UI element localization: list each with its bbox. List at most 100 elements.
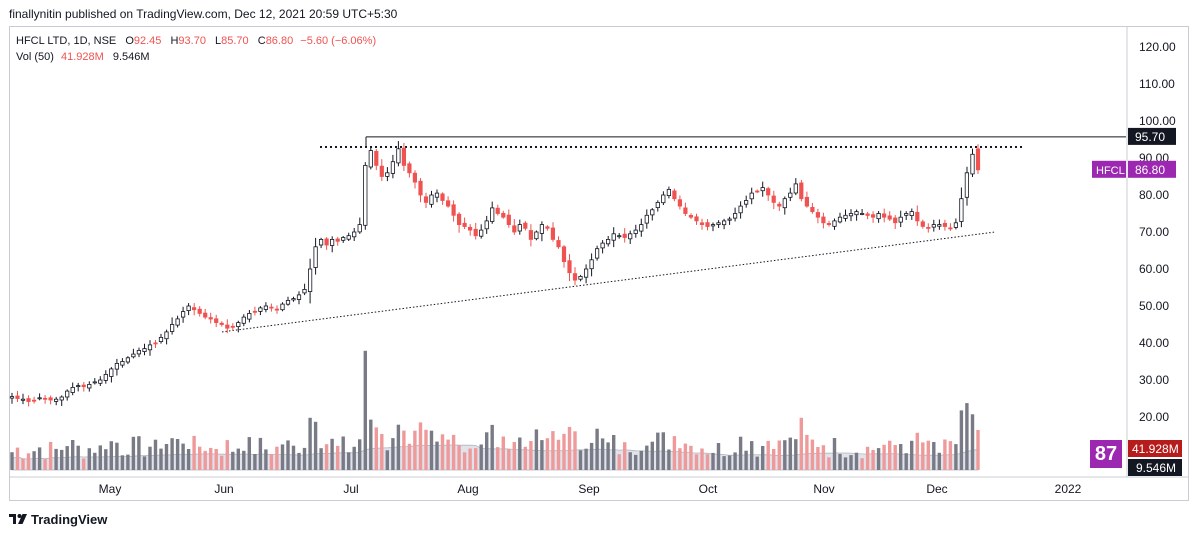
volume-bar (275, 446, 279, 470)
footer: TradingView (9, 510, 107, 528)
legend-vol-label[interactable]: Vol (50) (16, 51, 54, 63)
volume-bar (198, 446, 202, 470)
volume-bar (302, 447, 307, 470)
candle (37, 397, 42, 400)
candle (467, 226, 473, 231)
candle (236, 322, 241, 328)
volume-bar (142, 456, 147, 470)
volume-bar (926, 440, 930, 470)
volume-bar (264, 449, 268, 470)
volume-bar (203, 450, 207, 470)
resistance-price-tag (1128, 127, 1176, 145)
candle (258, 307, 263, 312)
volume-bar (186, 449, 191, 470)
candle (749, 192, 754, 200)
volume-bar (871, 450, 875, 470)
candle (777, 203, 782, 207)
volume-bar (755, 456, 759, 470)
candle (788, 192, 793, 198)
chart-legend: HFCL LTD, 1D, NSE O92.45 H93.70 L85.70 C… (16, 33, 376, 65)
volume-bar (253, 454, 257, 470)
candle (561, 246, 567, 263)
candle (716, 222, 721, 225)
volume-bar (247, 437, 251, 470)
volume-bar (711, 452, 715, 470)
candle (848, 213, 854, 217)
candle (942, 222, 948, 227)
volume-bar (816, 447, 820, 470)
tradingview-logo-icon (9, 514, 27, 524)
candle (175, 318, 180, 326)
candle (854, 211, 859, 216)
candle (136, 349, 141, 355)
candle (644, 214, 649, 224)
candle (666, 188, 672, 196)
volume-bar (523, 446, 527, 470)
legend-low-label: L (215, 35, 222, 47)
volume-bar (860, 458, 864, 470)
footer-brand[interactable]: TradingView (31, 511, 108, 527)
volume-bar (738, 436, 743, 470)
volume-bar (882, 444, 886, 470)
candle (191, 307, 197, 311)
volume-bar (324, 444, 329, 470)
candle (346, 235, 351, 240)
legend-high-label: H (170, 35, 179, 47)
volume-bar (435, 441, 439, 470)
volume-bar (970, 414, 975, 470)
volume-bar (888, 440, 892, 470)
candle (771, 195, 776, 203)
volume-bar (341, 436, 345, 470)
time-tick-label: Jun (214, 482, 233, 496)
volume-bar (578, 450, 583, 470)
candle (810, 206, 815, 212)
volume-bar (722, 456, 726, 470)
volume-bar (192, 435, 196, 470)
candle (539, 224, 545, 234)
candle (390, 161, 396, 174)
candle (920, 221, 925, 227)
candle (158, 336, 164, 342)
volume-bar (153, 439, 158, 470)
volume-bar (899, 444, 903, 470)
candle (451, 204, 456, 216)
publish-bar: finallynitin published on TradingView.co… (0, 0, 1200, 26)
candle (766, 188, 771, 196)
candle (407, 163, 412, 174)
legend-low: 85.70 (221, 35, 249, 47)
candles (9, 141, 981, 407)
chart-frame[interactable] (9, 26, 1189, 501)
volume-bar (120, 455, 125, 470)
candle (517, 224, 522, 232)
volume-bar (65, 446, 69, 470)
volume-bar (915, 432, 919, 470)
volume-bar (236, 448, 240, 470)
volume-bar (634, 454, 638, 470)
volume-bar (98, 445, 102, 470)
candle (65, 390, 70, 398)
volume-bar (479, 444, 483, 470)
candle (164, 331, 169, 340)
legend-symbol[interactable]: HFCL LTD, 1D, NSE (16, 35, 117, 47)
candle (611, 233, 616, 241)
volume-bar (865, 446, 870, 470)
volume-bar (446, 439, 450, 470)
candle (584, 268, 589, 278)
legend-volume-row: Vol (50) 41.928M 9.546M (16, 49, 376, 65)
candle (87, 383, 92, 389)
volume-bar (43, 459, 47, 470)
volume-bar (628, 452, 632, 470)
volume-bar (231, 451, 235, 470)
legend-price-row: HFCL LTD, 1D, NSE O92.45 H93.70 L85.70 C… (16, 33, 376, 49)
volume-bar (407, 443, 412, 470)
volume-bar (700, 448, 704, 470)
candle (241, 316, 246, 324)
candle (147, 344, 153, 351)
candle (782, 198, 787, 209)
candle (462, 222, 467, 227)
candle (821, 216, 826, 224)
candle (429, 194, 434, 205)
volume-bar (297, 452, 301, 470)
candle (473, 228, 478, 237)
